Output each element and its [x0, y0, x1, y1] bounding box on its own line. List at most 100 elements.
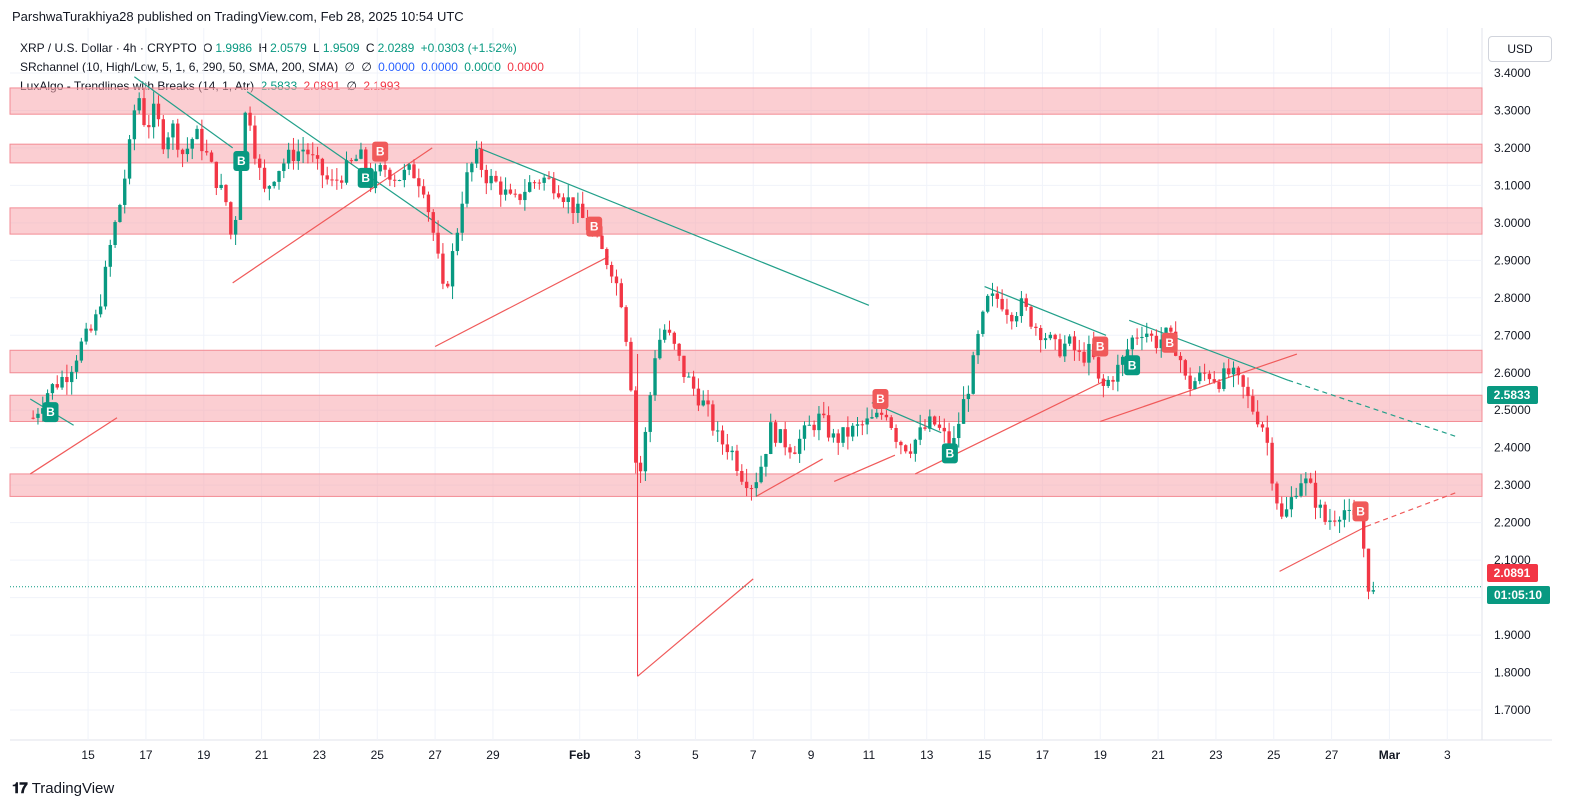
- uptrend-line: [914, 379, 1107, 475]
- candle-body: [841, 427, 845, 443]
- candle-body: [716, 430, 720, 432]
- candle-body: [793, 452, 797, 454]
- downtrend-line: [871, 402, 942, 434]
- candle-body: [1371, 590, 1376, 592]
- downtrend-line: [984, 286, 1107, 336]
- price-axis: 3.4000 3.3000 3.2000 3.1000 3.0000 2.9000 2.80…: [1494, 66, 1531, 717]
- candle-body: [229, 202, 233, 235]
- y-tick-label: 2.3000: [1494, 478, 1531, 492]
- luxalgo-name[interactable]: LuxAlgo - Trendlines with Breaks (14, 1,…: [20, 79, 255, 93]
- candle-body: [36, 413, 40, 418]
- candle-body: [1241, 375, 1245, 387]
- candle-body: [180, 149, 185, 155]
- trendlines: [10, 76, 1482, 677]
- candle-body: [754, 482, 758, 489]
- candle-body: [1323, 504, 1327, 522]
- sell-signal-badge: [1161, 332, 1178, 353]
- candle-body: [807, 424, 811, 426]
- y-tick-label: 2.0000: [1494, 591, 1531, 605]
- buy-signal-label: B: [46, 405, 55, 419]
- candle-body: [50, 384, 55, 394]
- high-label: H: [258, 41, 268, 55]
- candle-body: [1077, 350, 1081, 352]
- srchannel-null-2: ∅: [361, 60, 372, 74]
- candle-body: [961, 399, 966, 424]
- sell-signal-label: B: [1165, 336, 1174, 350]
- candle-body: [932, 416, 937, 425]
- buy-signal-badge: [42, 402, 59, 423]
- candle-body: [238, 165, 243, 220]
- uptrend-line: [232, 147, 433, 284]
- x-tick-label: 21: [1151, 748, 1165, 762]
- candle-body: [590, 230, 595, 233]
- candle-body: [923, 427, 927, 429]
- candle-body: [744, 481, 749, 489]
- uptrend-line: [833, 454, 896, 482]
- candle-body: [1092, 343, 1096, 358]
- candle-body: [653, 358, 657, 396]
- symbol-title[interactable]: XRP / U.S. Dollar · 4h · CRYPTO: [20, 41, 197, 55]
- legend-srchannel-row: SRchannel (10, High/Low, 5, 1, 6, 290, 5…: [20, 58, 547, 77]
- candle-body: [243, 112, 247, 166]
- uptrend-line: [755, 458, 823, 497]
- candle-body: [581, 203, 585, 218]
- candle-body: [527, 182, 532, 192]
- candle-body: [947, 431, 951, 446]
- resistance-zone: [9, 394, 1483, 422]
- candle-body: [354, 158, 358, 162]
- candle-body: [981, 311, 985, 334]
- candle-body: [634, 390, 638, 463]
- x-tick-label: 3: [1444, 748, 1451, 762]
- x-tick-label: 29: [486, 748, 500, 762]
- candle-body: [1149, 333, 1154, 336]
- srchannel-value-1: 0.0000: [378, 60, 415, 74]
- candle-body: [388, 169, 392, 180]
- candle-body: [200, 128, 204, 152]
- y-tick-label: 2.2000: [1494, 516, 1531, 530]
- chart-grid: [10, 28, 1552, 741]
- candle-body: [286, 149, 291, 164]
- candle-body: [118, 204, 122, 223]
- x-tick-label: 23: [313, 748, 327, 762]
- candle-body: [658, 339, 662, 359]
- x-tick-label: Mar: [1379, 748, 1401, 762]
- candle-body: [1024, 298, 1028, 307]
- candle-body: [778, 429, 783, 443]
- candle-body: [894, 427, 898, 442]
- candle-body: [576, 203, 580, 214]
- candle-body: [518, 194, 522, 201]
- candle-body: [682, 355, 686, 378]
- candle-body: [41, 408, 45, 414]
- candle-body: [822, 413, 826, 416]
- candle-body: [1111, 379, 1115, 382]
- candle-body: [373, 171, 378, 189]
- srchannel-name[interactable]: SRchannel (10, High/Low, 5, 1, 6, 290, 5…: [20, 60, 339, 74]
- candle-body: [301, 149, 305, 152]
- candle-body: [836, 433, 840, 443]
- y-tick-label: 2.8000: [1494, 291, 1531, 305]
- buy-signal-label: B: [237, 154, 246, 168]
- candle-body: [407, 164, 411, 170]
- currency-button[interactable]: USD: [1488, 36, 1552, 62]
- candle-body: [1140, 336, 1144, 339]
- srchannel-value-2: 0.0000: [421, 60, 458, 74]
- resistance-zone: [9, 207, 1483, 235]
- x-tick-label: 3: [634, 748, 641, 762]
- y-tick-label: 2.4000: [1494, 441, 1531, 455]
- candle-body: [1034, 326, 1038, 329]
- candle-body: [1202, 372, 1207, 374]
- candle-body: [870, 417, 874, 419]
- candle-body: [696, 388, 701, 406]
- candle-body: [1333, 520, 1337, 522]
- x-tick-label: 23: [1209, 748, 1223, 762]
- y-tick-label: 2.5000: [1494, 403, 1531, 417]
- candle-body: [489, 175, 493, 184]
- downtrend-line: [1128, 319, 1289, 381]
- tradingview-brand[interactable]: 𝟏𝟕 TradingView: [12, 780, 114, 797]
- candle-body: [1063, 343, 1067, 357]
- candle-body: [460, 203, 464, 233]
- x-tick-label: Feb: [569, 748, 590, 762]
- candle-body: [1294, 495, 1298, 498]
- candle-body: [687, 376, 691, 378]
